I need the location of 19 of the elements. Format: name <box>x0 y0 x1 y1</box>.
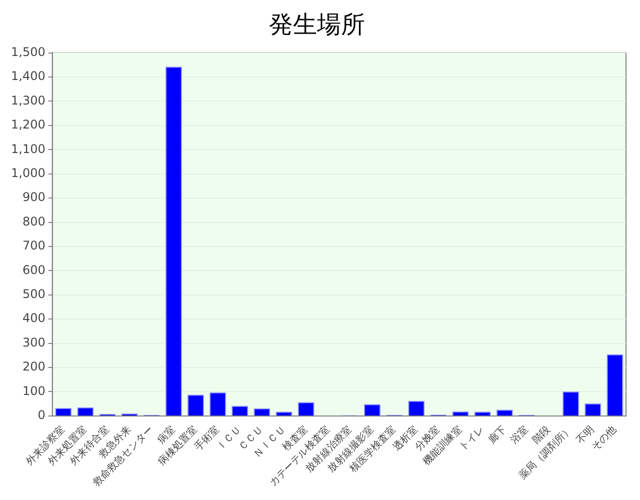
y-tick-label: 600 <box>22 262 46 277</box>
y-tick-label: 1,300 <box>10 93 46 108</box>
y-tick-label: 900 <box>22 190 46 204</box>
y-tick-label: 800 <box>22 214 46 228</box>
y-tick-label: 700 <box>22 238 46 253</box>
y-tick-label: 100 <box>22 384 46 398</box>
y-tick-label: 400 <box>22 311 46 326</box>
y-tick-label: 1,500 <box>10 44 46 59</box>
x-tick-label: 浴室 <box>508 424 531 446</box>
y-tick-label: 0 <box>38 408 46 422</box>
y-tick-label: 200 <box>22 360 46 374</box>
y-tick-label: 1,000 <box>10 166 46 180</box>
y-tick-label: 1,200 <box>10 118 46 132</box>
chart-title: 発生場所 <box>269 10 365 39</box>
y-tick-label: 500 <box>22 287 46 302</box>
y-tick-label: 1,100 <box>10 142 46 156</box>
y-tick-label: 1,400 <box>10 69 46 84</box>
y-tick-label: 300 <box>22 335 46 350</box>
x-tick-label: 廊下 <box>486 424 509 446</box>
